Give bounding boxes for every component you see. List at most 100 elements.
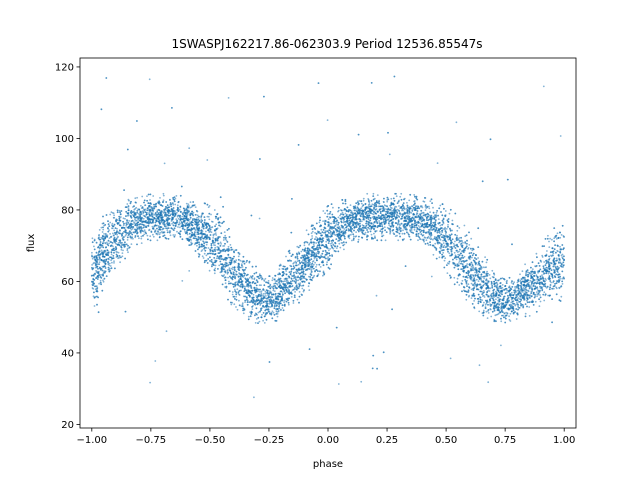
data-point	[239, 259, 242, 262]
data-point	[464, 242, 467, 245]
data-point	[311, 230, 314, 233]
data-point	[118, 209, 121, 212]
data-point	[299, 282, 302, 285]
data-point	[462, 241, 464, 244]
data-point	[303, 244, 306, 247]
data-point	[370, 233, 373, 236]
data-point	[158, 203, 161, 206]
data-point	[468, 244, 471, 246]
data-point	[188, 147, 191, 150]
data-point	[466, 263, 469, 265]
data-point	[360, 202, 363, 205]
data-point	[98, 229, 101, 231]
data-point	[98, 261, 101, 264]
data-point	[269, 306, 271, 308]
data-point	[473, 300, 475, 302]
data-point	[531, 268, 534, 270]
data-point	[543, 261, 546, 263]
data-point	[274, 280, 277, 282]
data-point	[185, 202, 188, 205]
data-point	[470, 297, 473, 299]
data-point	[558, 286, 561, 289]
data-point	[176, 230, 178, 233]
data-point	[551, 238, 553, 241]
data-point	[482, 266, 485, 269]
data-point	[205, 230, 207, 233]
data-point	[229, 244, 232, 246]
data-point	[530, 286, 533, 289]
data-point	[186, 233, 189, 236]
data-point	[238, 272, 241, 274]
data-point	[428, 205, 430, 208]
data-point	[352, 235, 355, 238]
data-point	[92, 262, 95, 265]
data-point	[304, 277, 307, 280]
data-point	[428, 214, 431, 217]
data-point	[386, 200, 389, 203]
data-point	[228, 280, 230, 283]
data-point	[125, 221, 128, 224]
data-point	[315, 263, 318, 266]
data-point	[290, 296, 293, 298]
data-point	[317, 273, 320, 275]
data-point	[214, 259, 217, 262]
data-point	[510, 301, 513, 304]
data-point	[420, 212, 423, 215]
data-point	[140, 237, 143, 240]
data-point	[92, 295, 95, 298]
data-point	[435, 211, 438, 214]
data-point	[535, 252, 538, 255]
data-point	[241, 266, 244, 268]
data-point	[372, 192, 375, 195]
data-point	[547, 234, 549, 237]
data-point	[213, 272, 216, 275]
data-point	[203, 252, 206, 255]
data-point	[205, 254, 208, 257]
data-point	[454, 254, 457, 257]
data-point	[329, 248, 331, 250]
data-point	[410, 212, 413, 214]
data-point	[188, 205, 190, 207]
data-point	[235, 295, 238, 298]
data-point	[111, 222, 114, 225]
data-point	[109, 265, 112, 267]
data-point	[483, 301, 485, 304]
data-point	[467, 283, 470, 286]
data-point	[92, 287, 95, 290]
data-point	[481, 299, 483, 302]
data-point	[342, 221, 345, 224]
data-point	[285, 255, 287, 258]
data-point	[127, 198, 130, 201]
data-point	[419, 222, 422, 225]
data-point	[276, 315, 279, 318]
data-point	[117, 251, 120, 254]
data-point	[91, 257, 94, 260]
data-point	[541, 270, 543, 273]
data-point	[140, 235, 143, 238]
data-point	[264, 290, 267, 293]
data-point	[271, 310, 274, 313]
data-point	[341, 211, 344, 214]
data-point	[136, 196, 139, 199]
data-point	[388, 153, 391, 156]
data-point	[187, 203, 190, 206]
data-point	[561, 277, 564, 280]
data-point	[184, 231, 187, 233]
data-point	[224, 276, 227, 279]
data-point	[110, 211, 113, 214]
data-point	[146, 195, 148, 198]
data-points	[90, 75, 565, 399]
data-point	[368, 227, 371, 230]
data-point	[437, 218, 440, 221]
data-point	[323, 231, 325, 234]
data-point	[489, 287, 492, 290]
data-point	[509, 312, 512, 315]
data-point	[215, 223, 218, 226]
data-point	[315, 236, 317, 238]
data-point	[102, 280, 105, 283]
data-point	[207, 247, 210, 249]
data-point	[319, 266, 322, 268]
data-point	[552, 268, 555, 271]
data-point	[488, 274, 491, 276]
